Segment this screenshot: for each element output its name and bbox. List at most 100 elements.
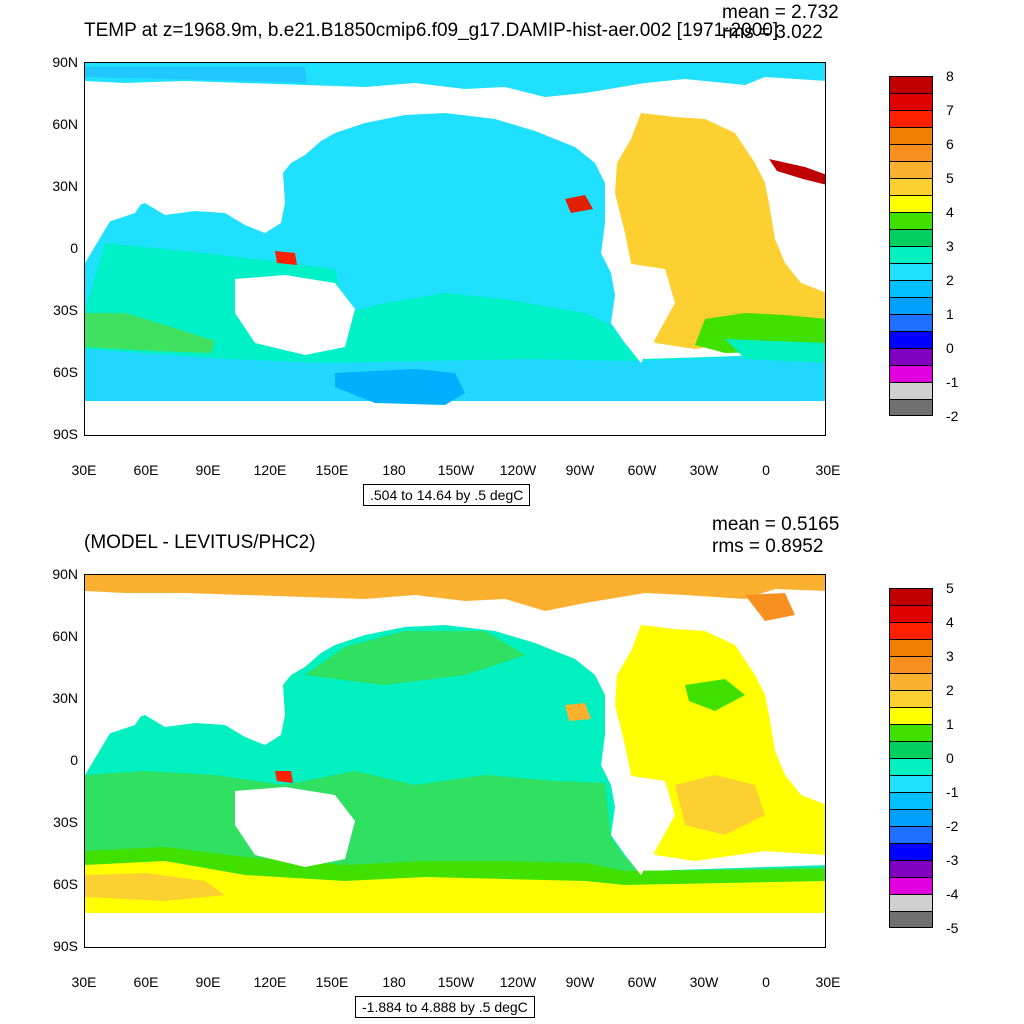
bottom-lon-30e: 30E xyxy=(71,974,97,990)
bottom-lon-0: 0 xyxy=(762,974,770,990)
bottom-south-yellow xyxy=(85,861,825,913)
top-map xyxy=(84,62,826,436)
top-cbar-label: 3 xyxy=(946,238,954,254)
bottom-land-southamerica xyxy=(621,775,675,875)
bottom-lon-150e: 150E xyxy=(315,974,349,990)
top-colorbar-swatch xyxy=(889,93,933,110)
bottom-cbar-label: 4 xyxy=(946,614,954,630)
top-cbar-label: 8 xyxy=(946,68,954,84)
bottom-pacific-green-north xyxy=(305,631,525,685)
bottom-colorbar-swatch xyxy=(889,775,933,792)
top-cbar-label: 1 xyxy=(946,306,954,322)
top-lat-0: 0 xyxy=(70,240,78,256)
top-lon-180: 180 xyxy=(382,462,406,478)
bottom-lat-90n: 90N xyxy=(52,566,78,582)
top-cbar-label: -1 xyxy=(946,374,959,390)
bottom-arctic-ocean xyxy=(85,575,825,611)
top-colorbar-swatch xyxy=(889,365,933,382)
top-cbar-label: -2 xyxy=(946,408,959,424)
bottom-atlantic-green xyxy=(685,679,745,711)
top-colorbar-swatch xyxy=(889,212,933,229)
bottom-cbar-label: -1 xyxy=(946,784,959,800)
bottom-lon-30e-right: 30E xyxy=(815,974,841,990)
bottom-colorbar-swatch xyxy=(889,877,933,894)
bottom-med-red xyxy=(275,771,293,783)
bottom-colorbar-swatch xyxy=(889,758,933,775)
top-colorbar-swatch xyxy=(889,144,933,161)
top-rms: rms = 3.022 xyxy=(722,22,823,43)
bottom-colorbar-swatch xyxy=(889,826,933,843)
bottom-colorbar-swatch xyxy=(889,588,933,605)
bottom-nordic-orange xyxy=(745,593,795,621)
bottom-lon-120w: 120W xyxy=(499,974,537,990)
bottom-lat-90s: 90S xyxy=(53,938,78,954)
top-lon-120e: 120E xyxy=(253,462,287,478)
top-colorbar-swatch xyxy=(889,399,933,416)
top-colorbar-swatch xyxy=(889,161,933,178)
top-south-blue xyxy=(335,369,465,405)
bottom-cbar-label: -3 xyxy=(946,852,959,868)
bottom-colorbar-swatch xyxy=(889,707,933,724)
bottom-land-antarctica xyxy=(85,921,825,947)
bottom-lat-30s: 30S xyxy=(53,814,78,830)
top-land-antarctica xyxy=(85,409,825,435)
top-land-australia xyxy=(235,275,355,355)
top-cbar-label: 5 xyxy=(946,170,954,186)
top-panel: TEMP at z=1968.9m, b.e21.B1850cmip6.f09_… xyxy=(52,2,959,506)
bottom-colorbar-swatch xyxy=(889,741,933,758)
top-colorbar-swatch xyxy=(889,331,933,348)
bottom-colorbar-swatch xyxy=(889,843,933,860)
bottom-colorbar-swatch xyxy=(889,622,933,639)
bottom-colorbar-swatch xyxy=(889,860,933,877)
top-med-red xyxy=(769,159,825,185)
top-south-green xyxy=(85,313,215,353)
top-colorbar-swatch xyxy=(889,348,933,365)
top-colorbar-swatch xyxy=(889,195,933,212)
top-lon-0: 0 xyxy=(762,462,770,478)
top-colorbar-swatch xyxy=(889,110,933,127)
top-colorbar xyxy=(889,76,933,416)
top-contour-info: .504 to 14.64 by .5 degC xyxy=(363,484,531,506)
top-lon-30e-right: 30E xyxy=(815,462,841,478)
bottom-land-australia xyxy=(235,787,355,867)
top-arctic-blue-patch xyxy=(85,67,307,83)
bottom-cbar-label: 5 xyxy=(946,580,954,596)
top-cbar-label: 2 xyxy=(946,272,954,288)
top-lon-150w: 150W xyxy=(437,462,475,478)
top-colorbar-swatch xyxy=(889,314,933,331)
top-lat-30n: 30N xyxy=(52,178,78,194)
top-colorbar-swatch xyxy=(889,246,933,263)
top-lat-60s: 60S xyxy=(53,364,78,380)
bottom-map xyxy=(84,574,826,948)
bottom-cbar-label: -5 xyxy=(946,920,959,936)
bottom-lat-60n: 60N xyxy=(52,628,78,644)
top-cbar-label: 4 xyxy=(946,204,954,220)
top-colorbar-swatch xyxy=(889,178,933,195)
bottom-title: (MODEL - LEVITUS/PHC2) xyxy=(84,532,316,553)
top-lat-90n: 90N xyxy=(52,54,78,70)
bottom-contour-info: -1.884 to 4.888 by .5 degC xyxy=(355,996,535,1018)
top-colorbar-swatch xyxy=(889,127,933,144)
bottom-lon-120e: 120E xyxy=(253,974,287,990)
bottom-lon-150w: 150W xyxy=(437,974,475,990)
bottom-lat-0: 0 xyxy=(70,752,78,768)
bottom-panel: (MODEL - LEVITUS/PHC2) mean = 0.5165 rms… xyxy=(0,512,1024,1024)
bottom-cbar-label: -2 xyxy=(946,818,959,834)
bottom-colorbar-swatch xyxy=(889,911,933,928)
bottom-colorbar-swatch xyxy=(889,673,933,690)
top-colorbar-swatch xyxy=(889,76,933,93)
bottom-colorbar xyxy=(889,588,933,928)
top-lon-90w: 90W xyxy=(565,462,595,478)
bottom-lat-30n: 30N xyxy=(52,690,78,706)
top-cbar-label: 0 xyxy=(946,340,954,356)
top-land-southamerica xyxy=(621,263,675,363)
top-colorbar-swatch xyxy=(889,382,933,399)
bottom-lon-90e: 90E xyxy=(195,974,221,990)
bottom-lon-60e: 60E xyxy=(133,974,159,990)
top-mean: mean = 2.732 xyxy=(722,2,839,23)
bottom-map-field xyxy=(85,575,825,947)
bottom-lon-30w: 30W xyxy=(689,974,719,990)
top-lon-60w: 60W xyxy=(627,462,657,478)
bottom-colorbar-swatch xyxy=(889,809,933,826)
top-lat-90s: 90S xyxy=(53,426,78,442)
